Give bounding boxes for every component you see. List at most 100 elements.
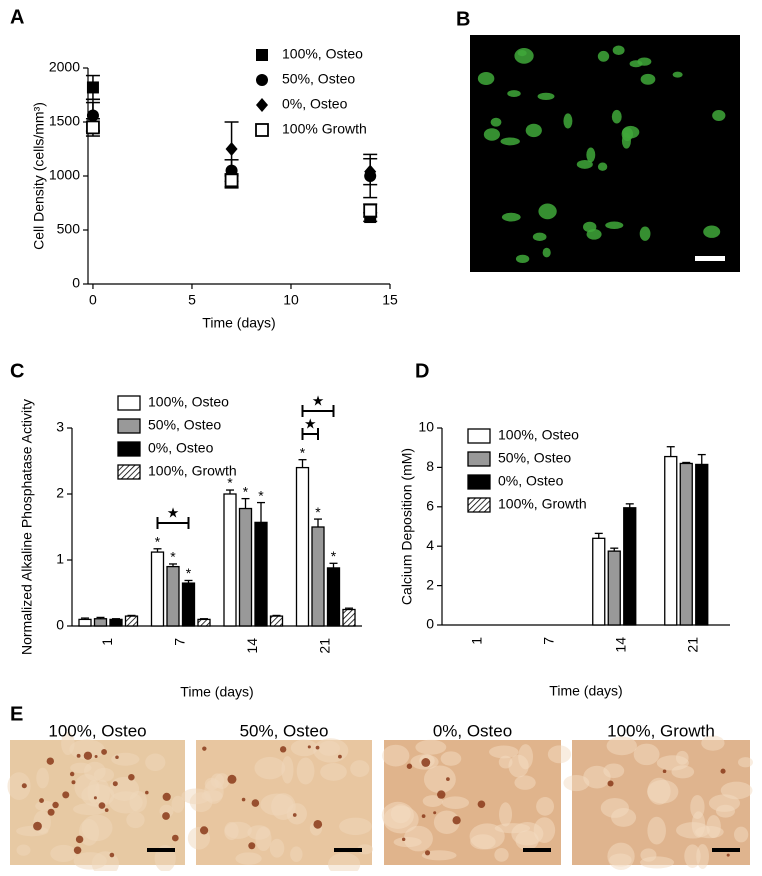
deposit	[94, 755, 98, 759]
significance-mark: *	[258, 487, 264, 503]
error-bar	[200, 618, 208, 620]
deposit	[401, 837, 406, 842]
error-bar	[272, 614, 281, 617]
deposit	[39, 798, 44, 803]
deposit	[73, 846, 82, 854]
texture	[423, 765, 456, 794]
cell	[500, 137, 520, 146]
bar	[664, 455, 678, 626]
y-tick-label: 0	[56, 617, 64, 633]
y-tick-label: 1000	[49, 167, 80, 183]
x-tick-label: 1	[99, 638, 115, 646]
texture	[633, 743, 660, 766]
texture	[603, 763, 625, 779]
cell	[586, 228, 602, 240]
x-tick-label: 14	[244, 638, 260, 654]
panel-label: E	[10, 703, 23, 725]
texture	[494, 847, 509, 862]
cell	[639, 226, 651, 241]
texture	[129, 790, 147, 813]
deposit	[662, 769, 667, 774]
error-bar	[81, 617, 89, 620]
y-tick-label: 0	[72, 275, 80, 291]
texture	[533, 817, 556, 843]
texture	[441, 796, 470, 809]
texture	[499, 802, 513, 827]
significance-mark: *	[170, 549, 176, 565]
texture	[720, 781, 753, 800]
cell	[542, 247, 551, 258]
legend-marker	[256, 98, 268, 112]
x-tick-label: 7	[171, 638, 187, 646]
deposit	[21, 783, 27, 789]
error-bar	[298, 459, 307, 468]
legend-swatch	[117, 395, 141, 411]
texture	[547, 745, 572, 764]
error-bar	[112, 618, 120, 620]
texture	[440, 751, 462, 766]
panel-label: A	[10, 6, 24, 28]
deposit	[406, 763, 413, 769]
deposit	[62, 791, 70, 799]
y-tick-label: 2000	[49, 59, 80, 75]
deposit	[199, 826, 209, 835]
texture	[36, 767, 49, 789]
texture	[350, 760, 370, 778]
texture	[733, 826, 749, 843]
marker	[86, 81, 99, 94]
texture	[606, 736, 637, 756]
bracket-label: ★	[167, 505, 180, 521]
x-axis-label: Time (days)	[180, 684, 253, 700]
error-bar	[226, 489, 234, 494]
error-bar	[184, 579, 193, 584]
texture	[16, 844, 31, 856]
error-bar	[610, 547, 619, 552]
deposit	[47, 808, 55, 816]
legend-swatch	[467, 451, 491, 467]
legend-label: 50%, Osteo	[148, 417, 221, 433]
texture	[339, 817, 372, 836]
legend-label: 100% Growth	[282, 121, 367, 137]
y-tick-label: 2	[56, 485, 64, 501]
x-axis-label: Time (days)	[202, 315, 275, 331]
legend-marker	[255, 123, 269, 137]
cell	[672, 71, 683, 78]
texture	[393, 837, 422, 848]
legend-marker	[256, 49, 268, 61]
texture	[737, 757, 753, 768]
cell	[605, 221, 624, 229]
deposit	[433, 811, 437, 815]
texture	[171, 795, 185, 813]
x-tick-label: 21	[316, 638, 332, 654]
significance-mark: *	[155, 533, 161, 549]
error-bar	[594, 532, 603, 539]
texture	[421, 850, 457, 861]
deposit	[112, 781, 118, 787]
cell	[532, 232, 547, 242]
texture	[281, 756, 294, 784]
deposit	[83, 751, 93, 760]
texture	[7, 772, 31, 801]
texture	[518, 744, 534, 770]
texture	[313, 738, 349, 763]
texture	[254, 756, 286, 780]
error-bar	[169, 563, 177, 567]
texture	[81, 784, 115, 807]
error-bar	[153, 548, 162, 553]
bar	[592, 537, 606, 626]
texture	[647, 777, 671, 805]
texture	[470, 834, 496, 850]
texture	[269, 838, 285, 858]
texture	[498, 755, 513, 769]
texture	[145, 753, 166, 772]
legend-marker	[256, 74, 268, 86]
bar	[78, 618, 92, 627]
deposit	[477, 800, 486, 809]
image-title: 100%, Growth	[607, 721, 715, 740]
marker	[225, 142, 238, 156]
error-bar	[625, 503, 634, 508]
cell	[597, 162, 608, 171]
significance-mark: *	[186, 565, 192, 581]
y-tick-label: 3	[56, 419, 64, 435]
